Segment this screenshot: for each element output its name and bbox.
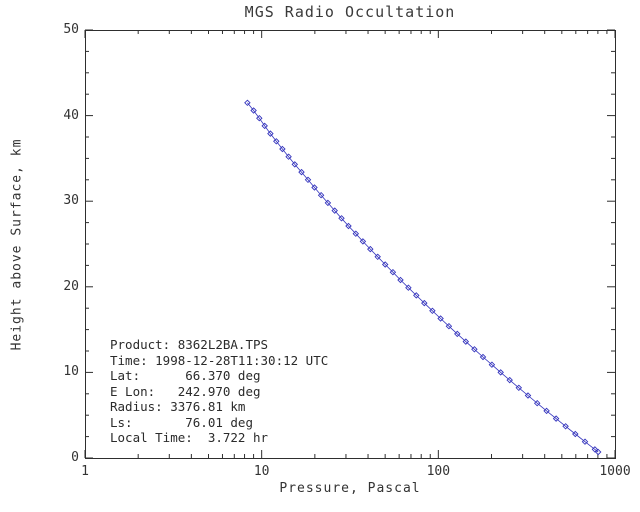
- data-marker-diamond: [338, 215, 345, 222]
- data-marker-diamond: [311, 184, 318, 191]
- data-marker-diamond: [352, 230, 360, 237]
- data-marker-diamond: [515, 384, 523, 392]
- data-marker-diamond: [267, 130, 274, 137]
- data-marker-diamond: [367, 245, 374, 253]
- data-marker-diamond: [298, 168, 305, 176]
- data-marker-diamond: [581, 438, 589, 445]
- annotation-line: Product: 8362L2BA.TPS: [110, 337, 269, 352]
- chart-title: MGS Radio Occultation: [244, 3, 456, 21]
- data-marker-diamond: [279, 145, 286, 153]
- data-marker-diamond: [250, 107, 257, 114]
- annotation-block: Product: 8362L2BA.TPS Time: 1998-12-28T1…: [110, 337, 328, 446]
- x-tick-label: 100: [426, 464, 451, 479]
- data-marker-diamond: [285, 153, 292, 160]
- data-marker-diamond: [591, 446, 599, 453]
- data-marker-diamond: [533, 399, 541, 407]
- data-marker-diamond: [324, 199, 332, 207]
- x-axis-label: Pressure, Pascal: [279, 481, 421, 496]
- data-marker-diamond: [488, 361, 496, 368]
- data-marker-diamond: [445, 322, 453, 330]
- annotation-line: E Lon: 242.970 deg: [110, 383, 261, 399]
- data-marker-diamond: [381, 261, 389, 268]
- data-marker-diamond: [471, 346, 478, 353]
- data-marker-diamond: [244, 99, 251, 107]
- data-marker-diamond: [506, 376, 513, 384]
- data-marker-diamond: [552, 415, 560, 422]
- data-marker-diamond: [429, 307, 436, 315]
- y-axis-label: Height above Surface, km: [9, 138, 25, 350]
- data-marker-diamond: [359, 238, 367, 245]
- annotation-line: Lat: 66.370 deg: [110, 368, 261, 383]
- annotation-line: Ls: 76.01 deg: [110, 414, 253, 430]
- x-tick-label: 10: [253, 464, 270, 479]
- y-tick-label: 30: [63, 193, 79, 209]
- annotation-line: Time: 1998-12-28T11:30:12 UTC: [110, 352, 329, 368]
- data-marker-diamond: [454, 330, 461, 338]
- data-marker-diamond: [543, 407, 550, 415]
- data-marker-diamond: [562, 423, 569, 430]
- annotation-line: Local Time: 3.722 hr: [110, 430, 269, 445]
- data-marker-diamond: [594, 448, 602, 456]
- data-marker-diamond: [273, 138, 280, 145]
- y-axis-label-wrap: Height above Surface, km: [0, 30, 34, 458]
- data-marker-diamond: [413, 292, 420, 299]
- data-marker-diamond: [405, 284, 412, 291]
- y-tick-label: 10: [63, 364, 79, 380]
- data-marker-diamond: [256, 114, 263, 122]
- y-tick-label: 40: [63, 107, 79, 123]
- data-marker-diamond: [497, 369, 504, 376]
- data-marker-diamond: [317, 191, 325, 199]
- data-marker-diamond: [462, 338, 470, 345]
- data-marker-diamond: [479, 353, 487, 361]
- data-marker-diamond: [291, 161, 299, 168]
- data-marker-diamond: [437, 315, 444, 322]
- data-marker-diamond: [345, 222, 352, 230]
- data-marker-diamond: [261, 122, 268, 130]
- x-tick-label: 1000: [599, 464, 631, 479]
- data-marker-diamond: [421, 299, 428, 307]
- data-marker-diamond: [397, 276, 404, 284]
- data-marker-diamond: [524, 392, 532, 399]
- data-marker-diamond: [572, 430, 579, 438]
- data-marker-diamond: [331, 207, 338, 214]
- y-tick-label: 0: [71, 450, 79, 465]
- y-tick-label: 50: [63, 22, 79, 37]
- data-marker-diamond: [304, 176, 312, 184]
- annotation-line: Radius: 3376.81 km: [110, 399, 246, 414]
- data-marker-diamond: [374, 253, 381, 261]
- y-tick-label: 20: [63, 278, 79, 294]
- x-tick-label: 1: [81, 464, 89, 479]
- data-marker-diamond: [389, 268, 397, 276]
